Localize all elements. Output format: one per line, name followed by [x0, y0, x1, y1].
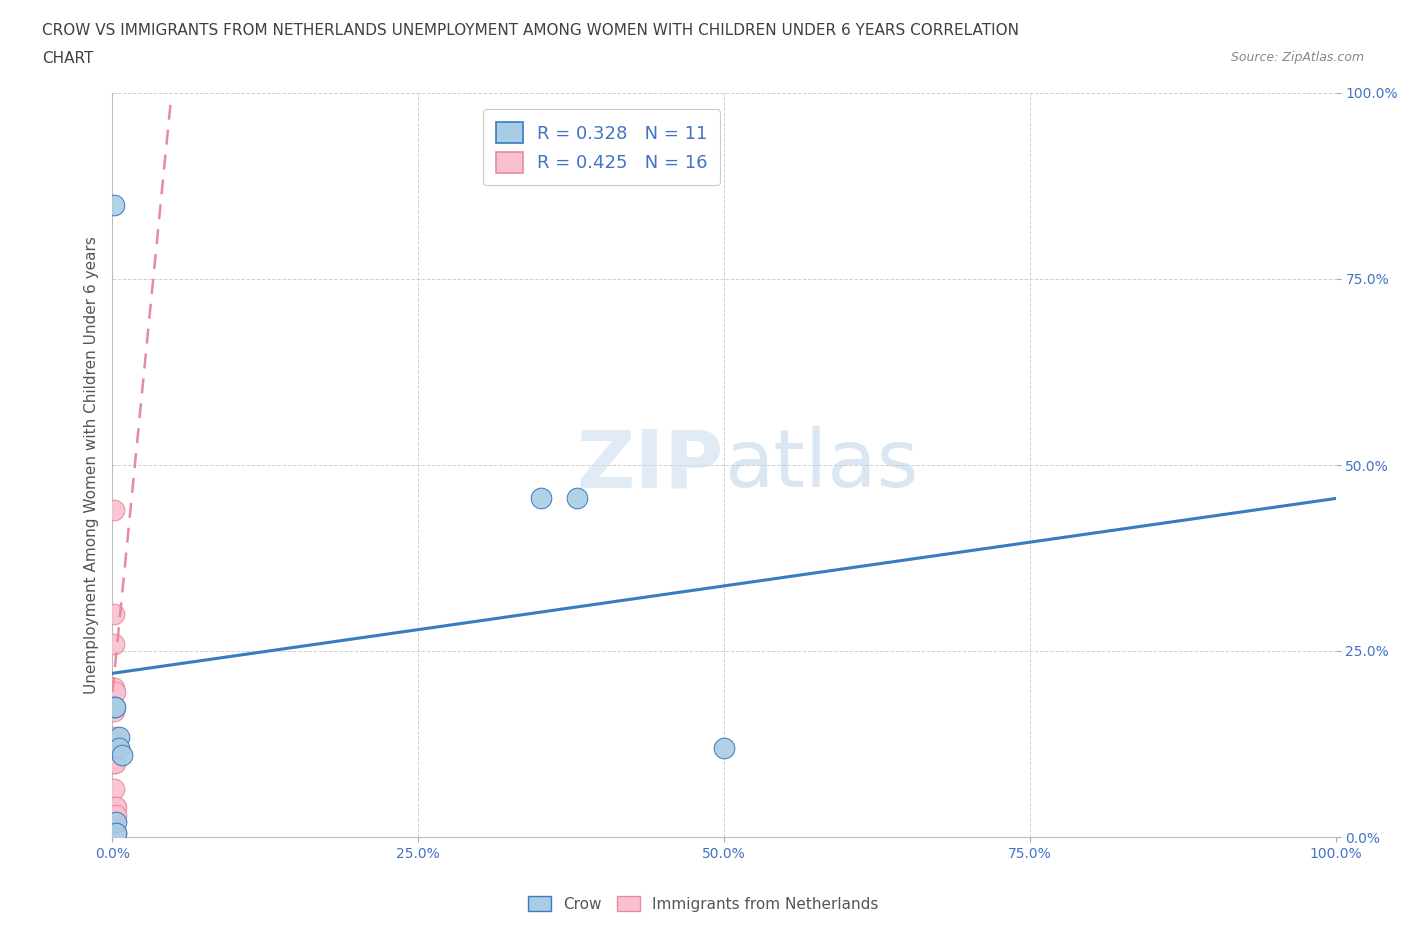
Point [103, 197, 125, 212]
Point [105, 826, 128, 841]
Point [103, 681, 125, 696]
Point [103, 755, 125, 770]
Text: CHART: CHART [42, 51, 94, 66]
Text: CROW VS IMMIGRANTS FROM NETHERLANDS UNEMPLOYMENT AMONG WOMEN WITH CHILDREN UNDER: CROW VS IMMIGRANTS FROM NETHERLANDS UNEM… [42, 23, 1019, 38]
Point [105, 826, 128, 841]
Point [103, 636, 125, 651]
Point [105, 807, 128, 822]
Legend: R = 0.328   N = 11, R = 0.425   N = 16: R = 0.328 N = 11, R = 0.425 N = 16 [484, 110, 720, 185]
Point [103, 811, 125, 826]
Text: Source: ZipAtlas.com: Source: ZipAtlas.com [1230, 51, 1364, 64]
Point [713, 740, 735, 755]
Point [103, 781, 125, 796]
Point [103, 606, 125, 621]
Text: ZIP: ZIP [576, 426, 724, 504]
Point [104, 684, 127, 699]
Legend: Crow, Immigrants from Netherlands: Crow, Immigrants from Netherlands [522, 889, 884, 918]
Point [104, 800, 127, 815]
Point [111, 748, 134, 763]
Point [529, 491, 551, 506]
Point [105, 815, 128, 830]
Point [105, 800, 128, 815]
Point [103, 502, 125, 517]
Point [107, 729, 129, 744]
Point [103, 699, 125, 714]
Point [103, 733, 125, 748]
Point [104, 699, 127, 714]
Y-axis label: Unemployment Among Women with Children Under 6 years: Unemployment Among Women with Children U… [83, 236, 98, 694]
Point [104, 729, 127, 744]
Point [103, 703, 125, 718]
Point [104, 755, 127, 770]
Point [567, 491, 589, 506]
Text: atlas: atlas [724, 426, 918, 504]
Point [107, 740, 129, 755]
